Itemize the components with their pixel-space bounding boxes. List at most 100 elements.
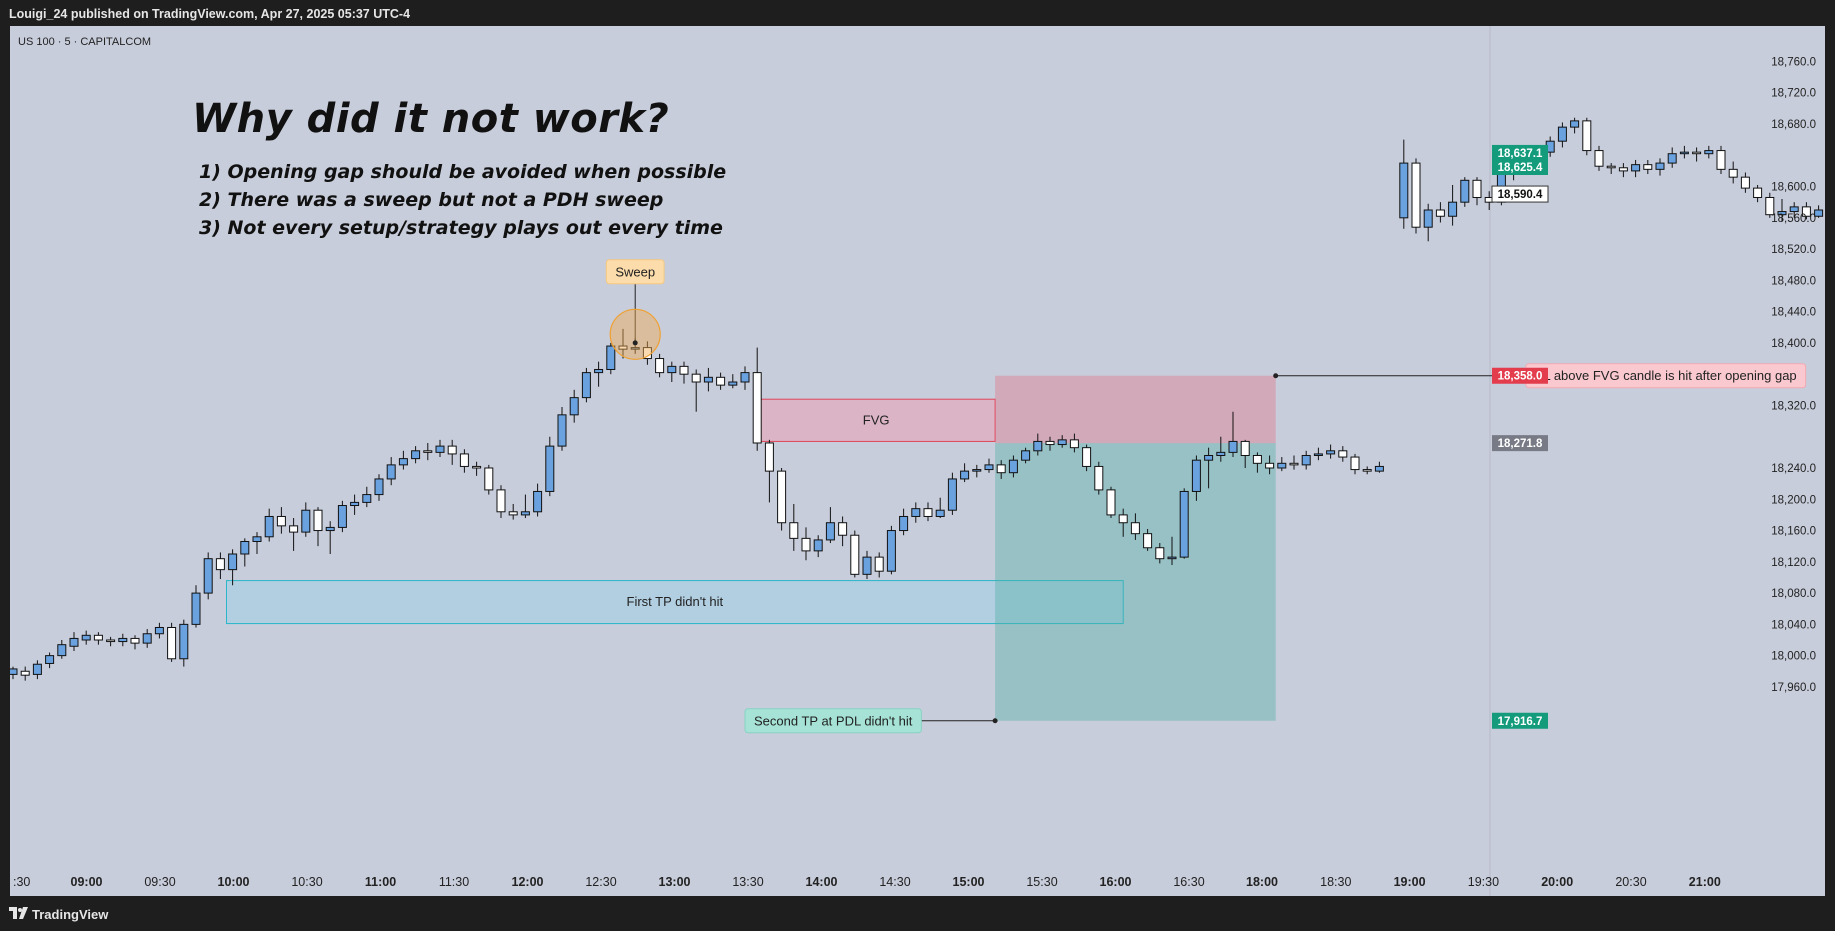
- candle[interactable]: [1350, 453, 1360, 475]
- first-tp-zone[interactable]: [226, 580, 1124, 625]
- candle[interactable]: [569, 389, 579, 423]
- candle[interactable]: [1179, 488, 1189, 559]
- candle[interactable]: [679, 361, 689, 384]
- candle[interactable]: [911, 502, 921, 523]
- price-label-grey[interactable]: 18,271.8: [1492, 435, 1548, 452]
- candle[interactable]: [1362, 466, 1372, 475]
- candle[interactable]: [1448, 184, 1458, 226]
- candle[interactable]: [1301, 450, 1311, 470]
- candle[interactable]: [1777, 199, 1787, 221]
- candle[interactable]: [1582, 117, 1592, 156]
- candle[interactable]: [740, 366, 750, 390]
- candle[interactable]: [1423, 203, 1433, 242]
- stop-loss-zone[interactable]: [995, 375, 1276, 444]
- candle[interactable]: [862, 550, 872, 580]
- price-label-white[interactable]: 18,590.4: [1491, 185, 1549, 203]
- candle[interactable]: [1814, 205, 1824, 218]
- candle[interactable]: [1399, 139, 1409, 229]
- price-label-red[interactable]: 18,358.0: [1492, 367, 1548, 384]
- candle[interactable]: [581, 367, 591, 403]
- candle[interactable]: [1704, 145, 1714, 159]
- price-label-green[interactable]: 18,637.1: [1492, 144, 1548, 161]
- candle[interactable]: [1069, 433, 1079, 453]
- candle[interactable]: [1045, 436, 1055, 451]
- candle[interactable]: [484, 464, 494, 495]
- candle[interactable]: [716, 372, 726, 390]
- candle[interactable]: [20, 666, 30, 681]
- candle[interactable]: [350, 494, 360, 515]
- candle[interactable]: [106, 636, 116, 647]
- candle[interactable]: [1313, 447, 1323, 461]
- candle[interactable]: [496, 485, 506, 519]
- candle[interactable]: [240, 538, 250, 567]
- candle[interactable]: [1143, 528, 1153, 551]
- candle[interactable]: [325, 521, 335, 554]
- candle[interactable]: [362, 486, 372, 508]
- price-label-green[interactable]: 17,916.7: [1492, 712, 1548, 729]
- candle[interactable]: [1472, 177, 1482, 206]
- sl-label[interactable]: SL above FVG candle is hit after opening…: [1525, 363, 1807, 389]
- candle[interactable]: [386, 457, 396, 486]
- second-tp-label[interactable]: Second TP at PDL didn't hit: [744, 708, 922, 734]
- candle[interactable]: [1326, 444, 1336, 459]
- candle[interactable]: [45, 652, 55, 669]
- candle[interactable]: [435, 439, 445, 458]
- candle[interactable]: [1692, 147, 1702, 162]
- candle[interactable]: [252, 532, 262, 554]
- target-zone[interactable]: [995, 443, 1276, 721]
- candle[interactable]: [874, 552, 884, 578]
- candle[interactable]: [1679, 145, 1689, 159]
- candle[interactable]: [10, 666, 18, 680]
- candle[interactable]: [472, 461, 482, 476]
- candle[interactable]: [215, 552, 225, 580]
- candle[interactable]: [972, 464, 982, 478]
- candle[interactable]: [398, 450, 408, 470]
- candle[interactable]: [93, 632, 103, 645]
- candle[interactable]: [411, 446, 421, 464]
- candle[interactable]: [1557, 122, 1567, 148]
- candle[interactable]: [655, 353, 665, 378]
- candle[interactable]: [1033, 433, 1043, 456]
- candlestick-chart[interactable]: FVG First TP didn't hit Sweep SL above FVG…: [10, 26, 1825, 896]
- candle[interactable]: [899, 508, 909, 536]
- candle[interactable]: [1570, 117, 1580, 134]
- candle[interactable]: [1240, 439, 1250, 468]
- candle[interactable]: [984, 458, 994, 473]
- candle[interactable]: [1338, 446, 1348, 462]
- candle[interactable]: [1618, 163, 1628, 178]
- candle[interactable]: [1094, 461, 1104, 495]
- candle[interactable]: [154, 622, 164, 639]
- candle[interactable]: [228, 549, 238, 586]
- candle[interactable]: [1716, 145, 1726, 175]
- candle[interactable]: [508, 503, 518, 520]
- candle[interactable]: [728, 374, 738, 389]
- candle[interactable]: [691, 369, 701, 412]
- candle[interactable]: [203, 552, 213, 600]
- candle[interactable]: [1008, 455, 1018, 478]
- candle[interactable]: [1289, 455, 1299, 470]
- candle[interactable]: [1082, 444, 1092, 472]
- candle[interactable]: [57, 640, 67, 659]
- candle[interactable]: [557, 407, 567, 451]
- candle[interactable]: [179, 619, 189, 667]
- sweep-label[interactable]: Sweep: [605, 259, 665, 285]
- candle[interactable]: [960, 463, 970, 483]
- candle[interactable]: [825, 507, 835, 544]
- candle[interactable]: [374, 474, 384, 501]
- candle[interactable]: [947, 472, 957, 515]
- candle[interactable]: [1252, 452, 1262, 473]
- candle[interactable]: [703, 367, 713, 392]
- brand-name[interactable]: TradingView: [32, 907, 109, 922]
- candle[interactable]: [447, 439, 457, 465]
- chart-frame[interactable]: FVG First TP didn't hit Sweep SL above FVG…: [10, 26, 1825, 896]
- candle[interactable]: [838, 516, 848, 547]
- candle[interactable]: [1021, 447, 1031, 464]
- candle[interactable]: [1277, 457, 1287, 472]
- candle[interactable]: [1753, 184, 1763, 203]
- candle[interactable]: [1655, 158, 1665, 176]
- candle[interactable]: [533, 483, 543, 517]
- candle[interactable]: [1728, 161, 1738, 184]
- candle[interactable]: [1216, 436, 1226, 462]
- candle[interactable]: [1435, 202, 1445, 223]
- candle[interactable]: [1191, 455, 1201, 501]
